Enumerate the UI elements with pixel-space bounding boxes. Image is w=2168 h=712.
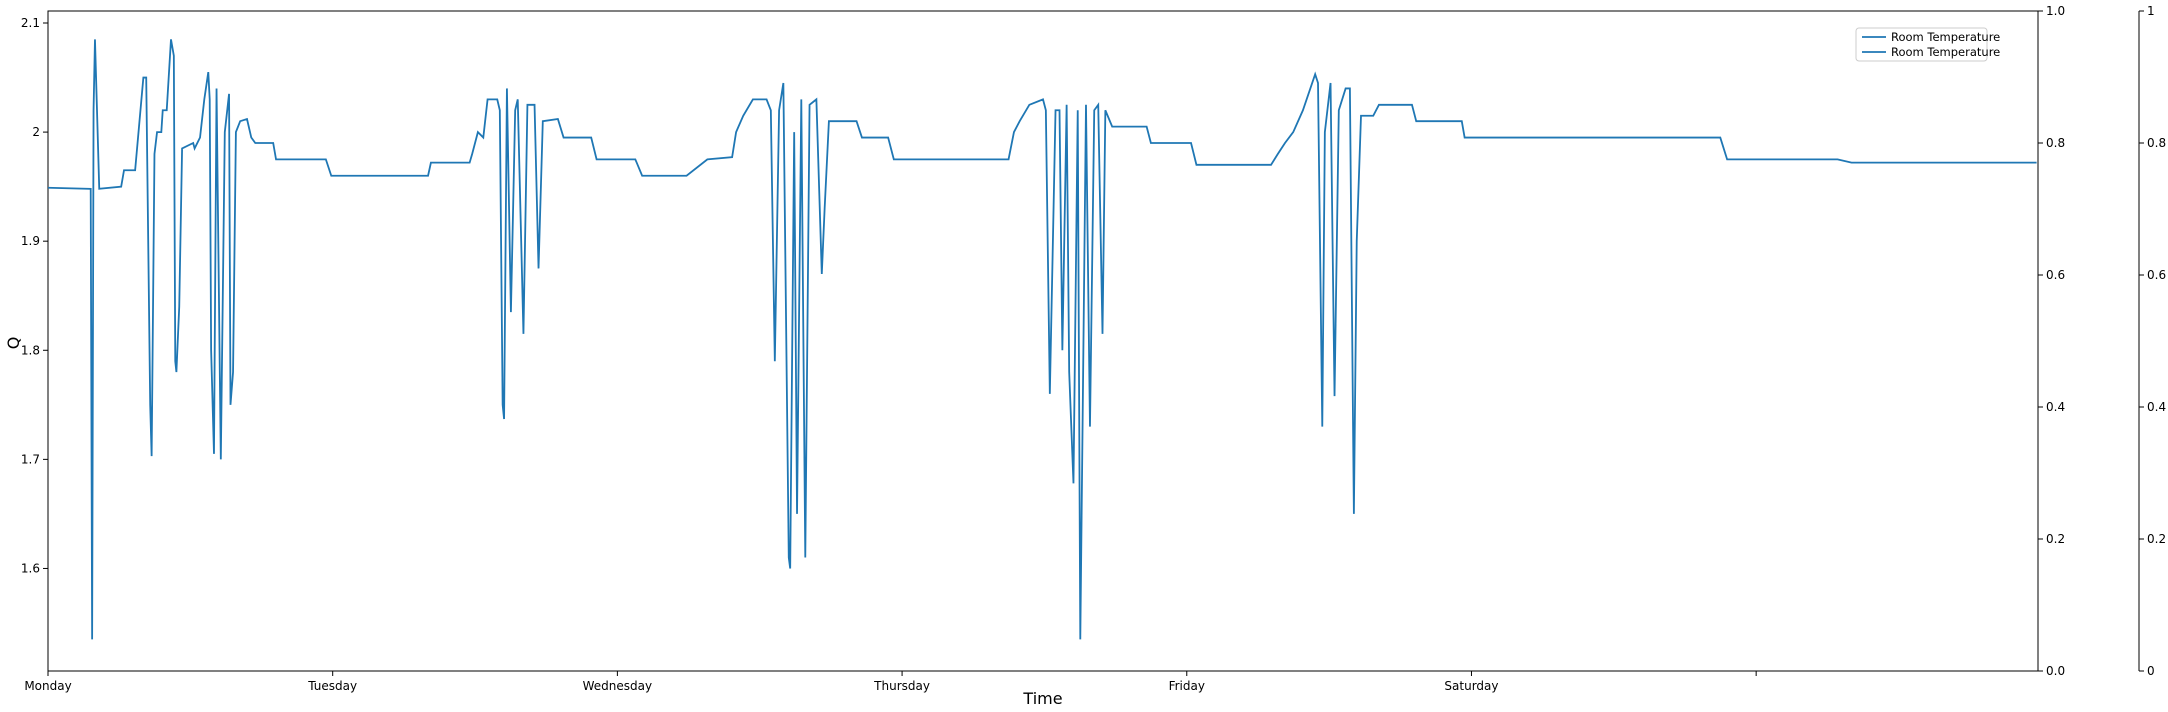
x-tick-label: Tuesday [307,679,357,693]
data-line [48,39,2037,640]
y-tick-label: 2.1 [21,16,40,30]
plot-frame [47,10,2039,672]
y-tick-label: 1.6 [21,561,40,575]
x-tick-label: Monday [24,679,71,693]
y3-tick-label: 0.8 [2147,136,2166,150]
x-axis-label: Time [1022,689,1062,708]
y2-tick-label: 0.6 [2046,268,2065,282]
y-tick-label: 1.7 [21,452,40,466]
y3-tick-label: 1 [2147,4,2155,18]
y2-tick-label: 0.2 [2046,532,2065,546]
x-tick-label: Friday [1169,679,1205,693]
y-axis-label: Q [4,337,23,350]
y2-tick-label: 0.0 [2046,664,2065,678]
x-tick-label: Saturday [1444,679,1498,693]
legend-box [1855,27,1988,62]
y2-tick-label: 1.0 [2046,4,2065,18]
legend-label: Room Temperature [1891,45,2000,59]
y3-tick-label: 0 [2147,664,2155,678]
y2-tick-label: 0.4 [2046,400,2065,414]
legend-label: Room Temperature [1891,30,2000,44]
y-tick-label: 1.8 [21,343,40,357]
y-tick-label: 2 [32,125,40,139]
x-tick-label: Wednesday [583,679,652,693]
y3-tick-label: 0.2 [2147,532,2166,546]
y2-tick-label: 0.8 [2046,136,2065,150]
y3-tick-label: 0.6 [2147,268,2166,282]
y3-tick-label: 0.4 [2147,400,2166,414]
x-tick-label: Thursday [873,679,930,693]
y-tick-label: 1.9 [21,234,40,248]
